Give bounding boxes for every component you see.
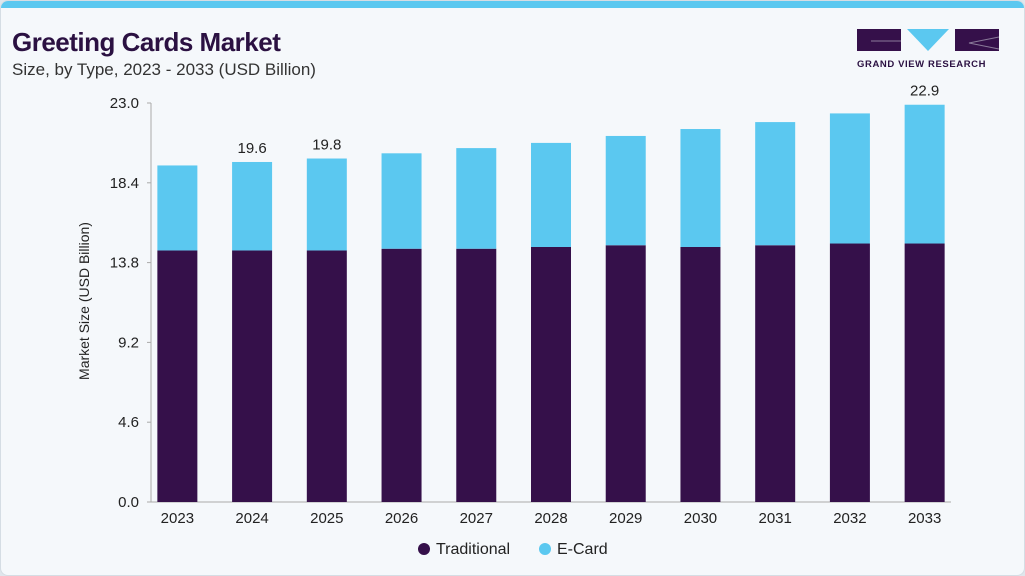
legend-label-traditional: Traditional — [436, 541, 510, 558]
bar-ecard-2023 — [157, 165, 198, 251]
bar-ecard-2033 — [904, 104, 945, 244]
bar-ecard-2031 — [755, 122, 796, 246]
data-label-2024: 19.6 — [237, 140, 266, 157]
legend-marker-ecard — [539, 543, 551, 555]
bar-traditional-2031 — [755, 245, 796, 502]
bar-traditional-2024 — [232, 250, 273, 502]
chart-subtitle: Size, by Type, 2023 - 2033 (USD Billion) — [12, 60, 316, 79]
bar-traditional-2025 — [306, 250, 347, 502]
x-tick-label: 2024 — [235, 510, 268, 527]
bar-traditional-2026 — [381, 248, 422, 502]
x-tick-label: 2032 — [833, 510, 866, 527]
legend-marker-traditional — [418, 543, 430, 555]
legend-label-ecard: E-Card — [557, 541, 608, 558]
y-tick-label: 18.4 — [110, 175, 139, 192]
bar-ecard-2027 — [456, 148, 497, 249]
x-tick-label: 2026 — [385, 510, 418, 527]
y-axis-label: Market Size (USD Billion) — [76, 222, 92, 380]
x-tick-label: 2023 — [161, 510, 194, 527]
x-tick-label: 2027 — [460, 510, 493, 527]
bar-traditional-2033 — [904, 243, 945, 502]
bar-traditional-2029 — [605, 245, 646, 502]
bar-traditional-2023 — [157, 250, 198, 502]
legend: Traditional E-Card — [418, 541, 608, 558]
bar-ecard-2028 — [531, 142, 571, 247]
data-label-2033: 22.9 — [910, 83, 939, 100]
bar-traditional-2028 — [531, 246, 571, 502]
chart-title: Greeting Cards Market — [12, 27, 281, 57]
y-tick-label: 0.0 — [118, 494, 139, 511]
bar-traditional-2030 — [680, 246, 721, 502]
bar-traditional-2032 — [829, 243, 870, 502]
x-tick-label: 2029 — [609, 510, 642, 527]
bar-ecard-2030 — [680, 129, 721, 247]
bar-ecard-2029 — [605, 135, 646, 246]
y-tick-label: 13.8 — [110, 255, 139, 272]
y-tick-label: 9.2 — [118, 334, 139, 351]
x-tick-label: 2025 — [310, 510, 343, 527]
bar-ecard-2026 — [381, 153, 422, 249]
y-tick-label: 23.0 — [110, 95, 139, 112]
bar-ecard-2025 — [306, 158, 347, 251]
x-tick-label: 2033 — [908, 510, 941, 527]
bar-ecard-2032 — [829, 113, 870, 244]
logo-text: GRAND VIEW RESEARCH — [857, 59, 987, 70]
bar-ecard-2024 — [232, 161, 273, 251]
x-tick-label: 2030 — [684, 510, 717, 527]
y-tick-label: 4.6 — [118, 414, 139, 431]
bar-traditional-2027 — [456, 248, 497, 502]
grand-view-research-logo — [857, 29, 999, 51]
x-tick-label: 2031 — [758, 510, 791, 527]
data-label-2025: 19.8 — [312, 137, 341, 154]
x-tick-label: 2028 — [534, 510, 567, 527]
accent-bar — [1, 1, 1024, 8]
